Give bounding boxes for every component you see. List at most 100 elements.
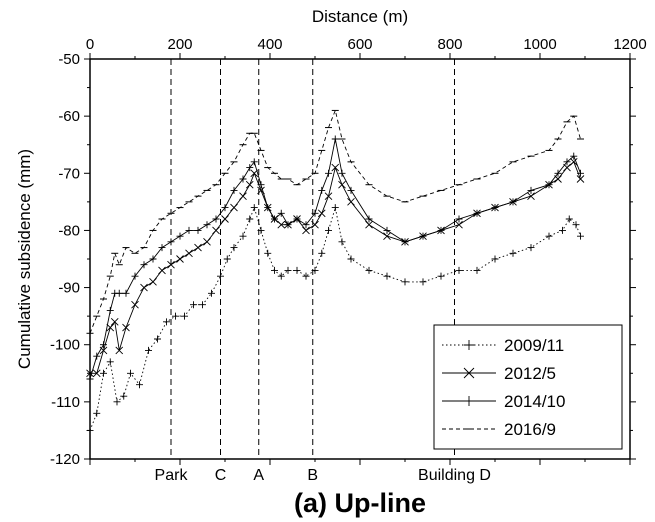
data-point	[176, 232, 184, 240]
x-axis-title: Distance (m)	[312, 7, 408, 26]
data-point	[264, 249, 272, 257]
data-point	[464, 340, 474, 350]
data-point	[293, 215, 301, 223]
series-line	[89, 138, 581, 380]
data-point	[212, 215, 220, 223]
data-point	[221, 215, 229, 223]
data-point	[277, 220, 286, 229]
data-point	[100, 369, 107, 377]
reference-label: B	[307, 467, 318, 484]
data-point	[347, 186, 355, 194]
data-point	[554, 169, 562, 177]
data-point	[110, 318, 119, 326]
data-point	[473, 266, 481, 274]
data-point	[158, 266, 166, 275]
series-line	[89, 108, 581, 334]
data-point	[122, 289, 130, 297]
data-point	[181, 312, 188, 320]
data-point	[527, 186, 535, 194]
data-point	[271, 215, 278, 223]
data-point	[365, 220, 373, 229]
legend-box	[433, 324, 623, 450]
data-point	[338, 169, 346, 177]
data-point	[203, 221, 211, 229]
data-point	[199, 301, 206, 309]
y-tick-label: -90	[58, 280, 80, 297]
data-point	[212, 226, 220, 235]
data-point	[158, 244, 166, 252]
data-point	[194, 243, 202, 252]
data-point	[93, 352, 101, 360]
data-point	[317, 209, 326, 218]
data-point	[545, 181, 553, 189]
data-point	[437, 272, 445, 280]
data-point	[576, 175, 585, 183]
data-point	[223, 255, 231, 263]
data-point	[277, 272, 285, 280]
data-point	[93, 409, 101, 417]
data-point	[365, 266, 373, 274]
data-point	[473, 209, 481, 217]
data-point	[318, 249, 326, 257]
data-point	[127, 369, 134, 377]
legend-label: 2014/10	[504, 392, 565, 411]
reference-lines	[170, 59, 455, 459]
data-point	[383, 232, 391, 240]
data-point	[491, 204, 499, 212]
x-tick-label: 200	[167, 36, 192, 53]
data-point	[563, 158, 571, 166]
data-point	[149, 278, 157, 286]
data-point	[122, 323, 130, 332]
data-point	[545, 232, 553, 240]
data-point	[331, 135, 339, 143]
data-point	[383, 272, 391, 280]
data-point	[302, 272, 310, 280]
data-point	[325, 226, 332, 234]
data-point	[239, 175, 247, 183]
data-point	[176, 255, 184, 263]
data-point	[92, 369, 101, 378]
data-point	[527, 192, 535, 200]
data-point	[115, 289, 123, 297]
data-point	[437, 226, 445, 234]
x-axis-ticks: 0 200 400 600 800 1000 1200	[86, 36, 647, 465]
data-point	[230, 186, 238, 194]
data-point	[250, 204, 258, 212]
x-tick-label: 0	[86, 36, 94, 53]
reference-labels: Park C A B Building D	[155, 467, 491, 484]
data-point	[325, 169, 332, 177]
data-point	[120, 392, 128, 400]
series	[86, 204, 584, 434]
data-point	[106, 358, 114, 366]
data-point	[577, 169, 584, 177]
data-point	[149, 255, 157, 263]
data-point	[163, 318, 170, 326]
data-point	[284, 221, 292, 229]
data-point	[185, 226, 193, 234]
legend-label: 2012/5	[504, 364, 556, 383]
data-point	[464, 396, 474, 406]
data-point	[401, 238, 409, 246]
chart-caption: (a) Up-line	[294, 488, 426, 518]
data-point	[271, 266, 278, 274]
data-point	[331, 163, 340, 172]
data-point	[455, 215, 463, 223]
data-point	[401, 278, 409, 286]
data-point	[131, 272, 139, 280]
data-point	[455, 220, 463, 229]
data-point	[136, 381, 143, 389]
data-point	[565, 215, 573, 223]
data-point	[559, 226, 566, 234]
data-point	[172, 312, 179, 320]
data-point	[463, 367, 475, 379]
data-point	[106, 323, 115, 332]
data-point	[293, 266, 301, 274]
data-point	[383, 226, 391, 234]
data-point	[509, 249, 517, 257]
data-point	[145, 346, 152, 354]
x-tick-label: 600	[347, 36, 372, 53]
data-point	[239, 192, 247, 200]
data-point	[230, 244, 238, 252]
data-point	[245, 180, 254, 189]
